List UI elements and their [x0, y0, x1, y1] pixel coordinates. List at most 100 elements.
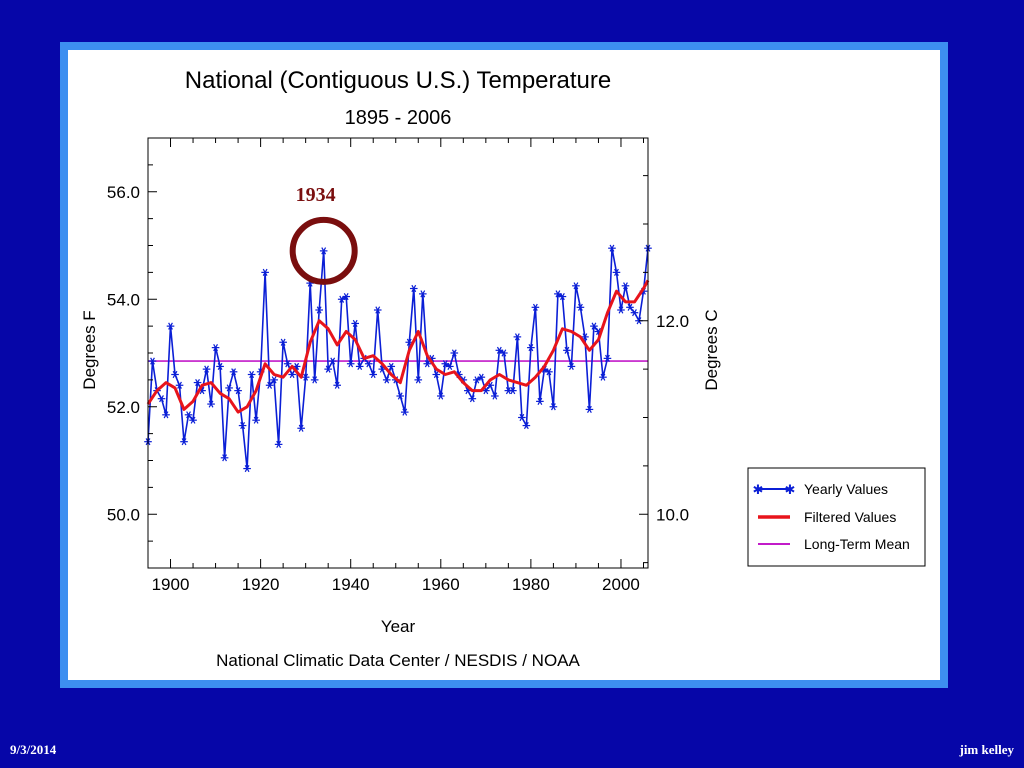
yearly-value-point [545, 368, 553, 376]
yearly-value-point [567, 362, 576, 371]
annotation-1934-circle [289, 216, 358, 285]
yearly-value-point [202, 365, 211, 373]
yearly-value-point [148, 357, 157, 365]
plot-frame [147, 137, 649, 569]
yearly-value-point [220, 454, 229, 462]
yearly-value-point [333, 381, 341, 389]
legend-marker-yearly: ✱ [753, 482, 764, 497]
yearly-value-point [288, 370, 296, 379]
yearly-value-point [324, 365, 332, 373]
yearly-value-point [193, 378, 202, 387]
x-axis-label: Year [381, 617, 416, 636]
yearly-value-point [585, 405, 594, 414]
yearly-value-point [166, 322, 175, 330]
yearly-value-point [617, 306, 625, 314]
y-tick-label: 50.0 [107, 505, 140, 524]
yearly-value-point [626, 303, 634, 311]
annotation-1934-label: 1934 [296, 184, 336, 206]
yearly-value-point [630, 309, 639, 317]
yearly-value-point [549, 403, 558, 411]
yearly-value-point [364, 360, 373, 368]
yearly-value-point [373, 306, 382, 314]
y-tick-label: 52.0 [107, 398, 140, 417]
yearly-value-point [319, 247, 328, 255]
yearly-value-point [189, 416, 197, 424]
yearly-value-point [328, 357, 337, 365]
yearly-value-point [162, 411, 170, 419]
yearly-value-point [382, 376, 391, 384]
yearly-value-point [211, 344, 220, 352]
yearly-value-point [608, 244, 616, 252]
yearly-value-point [297, 424, 305, 432]
yearly-value-point [301, 373, 310, 381]
chart-panel: National (Contiguous U.S.) Temperature 1… [68, 50, 940, 680]
yearly-value-point [229, 368, 238, 376]
x-tick-label: 1980 [512, 575, 550, 594]
y-axis-label-right: Degrees C [702, 309, 721, 390]
series-yearly-values [147, 248, 649, 469]
yearly-value-point [576, 303, 585, 311]
yearly-value-point [450, 349, 459, 357]
x-tick-label: 1920 [242, 575, 280, 594]
yearly-value-point [157, 395, 166, 403]
legend-label-filtered: Filtered Values [804, 509, 896, 525]
y-tick-label: 54.0 [107, 290, 140, 309]
yearly-value-point [234, 387, 242, 395]
yearly-value-point [387, 362, 396, 371]
yearly-value-point [572, 282, 580, 290]
yearly-value-point [527, 344, 535, 352]
yearly-value-point [396, 392, 405, 400]
yearly-value-point [563, 346, 571, 354]
yearly-value-point [590, 322, 598, 330]
y-tick-label: 56.0 [107, 183, 140, 202]
yearly-value-point [432, 370, 441, 379]
x-tick-label: 1900 [152, 575, 190, 594]
legend: ✱ ✱ Yearly Values Filtered Values Long-T… [747, 467, 926, 567]
yearly-value-point [265, 381, 274, 389]
chart-source: National Climatic Data Center / NESDIS /… [216, 651, 580, 670]
yearly-value-point [400, 408, 409, 416]
yearly-value-point [252, 416, 260, 424]
yearly-value-point [310, 376, 319, 384]
y-axis-label-left: Degrees F [80, 310, 99, 389]
yearly-value-point [491, 392, 499, 400]
yearly-value-point [175, 381, 184, 389]
yearly-value-point [184, 411, 193, 419]
yearly-value-point [418, 290, 427, 298]
y-tick-label-right: 12.0 [656, 312, 689, 331]
yearly-value-point [423, 360, 432, 368]
yearly-value-point [603, 354, 612, 362]
yearly-value-point [612, 268, 621, 276]
yearly-value-point [180, 438, 188, 446]
footer-author: jim kelley [959, 742, 1014, 757]
y-tick-label-right: 10.0 [656, 505, 689, 524]
yearly-value-point [342, 292, 350, 301]
yearly-value-point [446, 362, 454, 371]
temperature-chart: National (Contiguous U.S.) Temperature 1… [80, 67, 926, 670]
yearly-value-point [531, 303, 540, 311]
yearly-value-point [225, 384, 233, 392]
yearly-value-point [355, 362, 364, 371]
yearly-value-point [621, 282, 630, 290]
yearly-value-point [216, 362, 224, 371]
yearly-value-point [409, 284, 418, 293]
yearly-value-point [247, 370, 256, 379]
legend-label-mean: Long-Term Mean [804, 536, 910, 552]
yearly-value-point [274, 440, 283, 448]
yearly-value-point [518, 413, 526, 422]
axes: 1900 1920 1940 1960 1980 2000 50.0 52.0 54.0 56.0… [107, 137, 689, 594]
yearly-value-point [261, 268, 269, 276]
yearly-value-point [369, 370, 378, 379]
legend-label-yearly: Yearly Values [804, 481, 888, 497]
yearly-value-point [414, 376, 423, 384]
footer-date: 9/3/2014 [10, 742, 57, 757]
chart-title: National (Contiguous U.S.) Temperature [185, 67, 611, 94]
x-tick-label: 1960 [422, 575, 460, 594]
yearly-value-point [536, 397, 544, 405]
x-tick-label: 1940 [332, 575, 370, 594]
yearly-value-point [599, 373, 607, 381]
yearly-value-point [500, 349, 508, 357]
yearly-value-point [270, 376, 278, 384]
yearly-value-point [351, 319, 360, 328]
yearly-value-point [513, 333, 522, 341]
